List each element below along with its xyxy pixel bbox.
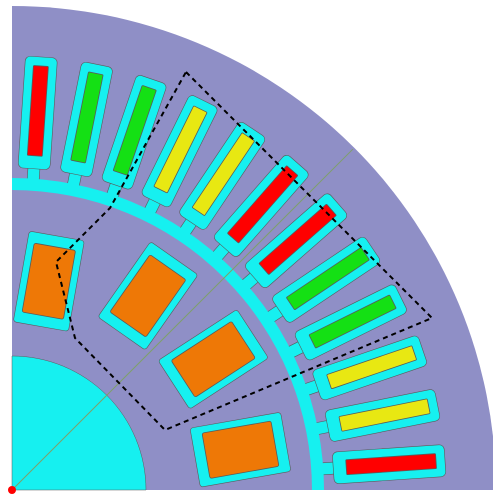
coil-phase_b-group [308,294,397,349]
rotor-magnet [201,420,280,479]
coil-phase_a [26,65,49,157]
coil-phase_b [308,294,397,349]
coil-phase_b [70,71,104,164]
coil-phase_b [286,247,370,310]
rotor-magnet [171,321,256,397]
coil-phase_c-group [326,345,417,390]
coil-phase_b [112,85,157,176]
coil-phase_c-group [192,132,255,216]
coil-phase_a-group [26,65,49,157]
coil-phase_c [192,132,255,216]
rotor-magnet-group [21,243,76,320]
dashed-region-boundary [54,70,434,432]
coil-phase_a-group [227,165,298,244]
coil-phase_c [153,105,208,194]
coil-phase_a-group [345,453,437,476]
rotor-magnet-group [201,420,280,479]
diagonal-axis-line [11,148,354,491]
rotor-magnet [21,243,76,320]
stator-coils [26,65,437,476]
coil-phase_c [338,398,431,432]
annotations [8,70,434,494]
coil-phase_c [326,345,417,390]
coil-phase_c-group [153,105,208,194]
coil-phase_a [345,453,437,476]
rotor-magnet-group [110,254,186,337]
coil-phase_c-group [338,398,431,432]
coil-phase_a-group [258,204,337,275]
coil-phase_b-group [112,85,157,176]
coil-phase_a [227,165,298,244]
coil-phase_a [258,204,337,275]
rotor-magnet [110,254,186,337]
origin-marker [8,486,16,494]
rotor-magnet-group [171,321,256,397]
rotor-magnets [21,243,280,479]
coil-phase_b-group [70,71,104,164]
coil-phase_b-group [286,247,370,310]
